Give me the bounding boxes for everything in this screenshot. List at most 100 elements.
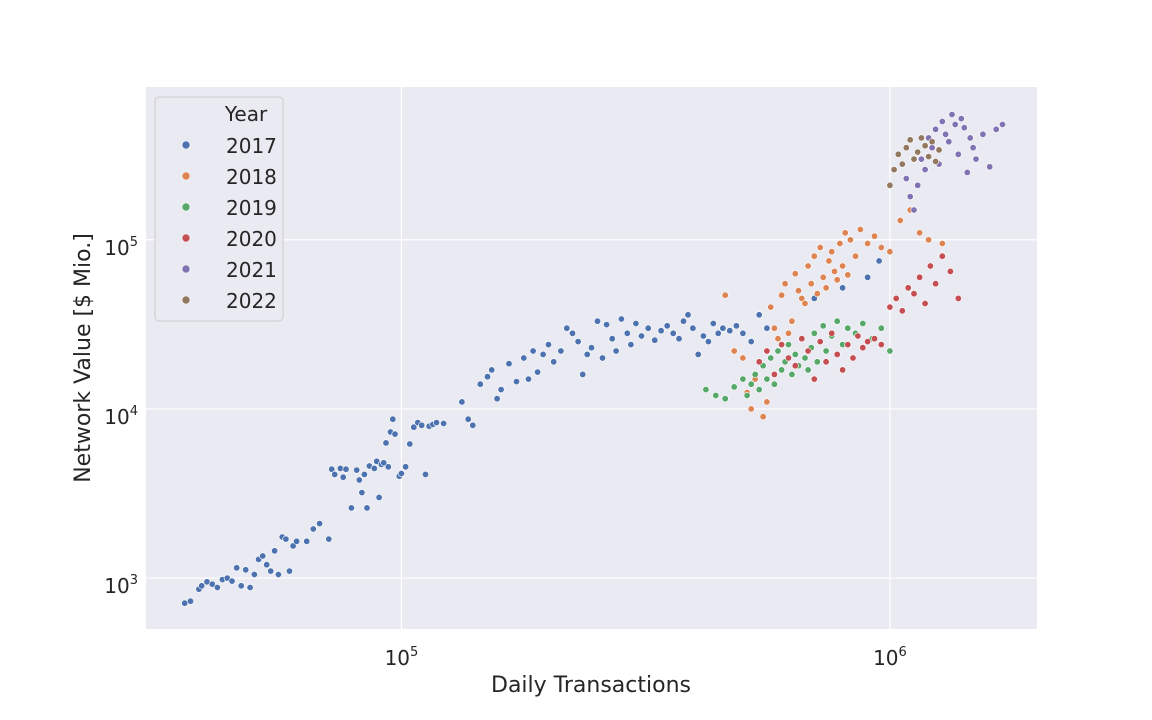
data-point	[627, 341, 635, 349]
legend-marker	[181, 202, 191, 212]
legend-marker	[181, 171, 191, 181]
legend-label: 2022	[226, 289, 277, 313]
data-point	[926, 262, 934, 270]
data-point	[957, 115, 965, 123]
data-point	[774, 335, 782, 343]
series-2020	[755, 252, 962, 383]
data-point	[763, 375, 771, 383]
data-point	[914, 181, 922, 189]
data-point	[739, 354, 747, 362]
data-point	[951, 121, 959, 129]
data-point	[778, 291, 786, 299]
data-point	[778, 366, 786, 374]
data-point	[822, 284, 830, 292]
data-point	[946, 267, 954, 275]
data-point	[675, 335, 683, 343]
data-points	[181, 111, 1006, 607]
data-point	[342, 465, 350, 473]
data-point	[267, 567, 275, 575]
data-point	[886, 303, 894, 311]
data-point	[497, 386, 505, 394]
data-point	[917, 134, 925, 142]
data-point	[520, 354, 528, 362]
data-point	[839, 284, 847, 292]
data-point	[274, 570, 282, 578]
data-point	[464, 415, 472, 423]
data-point	[807, 280, 815, 288]
data-point	[747, 380, 755, 388]
legend-label: 2020	[226, 227, 277, 251]
data-point	[801, 299, 809, 307]
data-point	[704, 338, 712, 346]
data-point	[370, 464, 378, 472]
legend-marker	[181, 295, 191, 305]
legend-marker	[181, 140, 191, 150]
data-point	[813, 290, 821, 298]
data-point	[898, 160, 906, 168]
data-point	[854, 332, 862, 340]
data-point	[938, 240, 946, 248]
data-point	[770, 380, 778, 388]
data-point	[644, 324, 652, 332]
data-point	[505, 360, 513, 368]
data-point	[828, 329, 836, 337]
data-point	[910, 290, 918, 298]
data-point	[788, 370, 796, 378]
data-point	[237, 582, 245, 590]
data-point	[316, 520, 324, 528]
data-point	[293, 537, 301, 545]
data-point	[902, 144, 910, 152]
data-point	[539, 350, 547, 358]
data-point	[784, 354, 792, 362]
legend-title: Year	[224, 102, 268, 126]
data-point	[325, 535, 333, 543]
data-point	[694, 350, 702, 358]
data-point	[418, 421, 426, 429]
legend-label: 2018	[226, 165, 277, 189]
data-point	[375, 493, 383, 501]
data-point	[836, 240, 844, 248]
data-point	[886, 347, 894, 355]
data-point	[816, 244, 824, 252]
data-point	[488, 366, 496, 374]
data-point	[712, 391, 720, 399]
data-point	[925, 236, 933, 244]
data-point	[810, 252, 818, 260]
data-point	[187, 597, 195, 605]
data-point	[339, 473, 347, 481]
data-point	[719, 324, 727, 332]
data-point	[246, 583, 254, 591]
data-point	[917, 155, 925, 163]
data-point	[524, 375, 532, 383]
data-point	[992, 125, 1000, 133]
data-point	[877, 324, 885, 332]
data-point	[544, 341, 552, 349]
data-point	[910, 155, 918, 163]
data-point	[331, 470, 339, 478]
x-axis-label: Daily Transactions	[491, 673, 691, 698]
data-point	[841, 229, 849, 237]
data-point	[844, 324, 852, 332]
data-point	[822, 358, 830, 366]
data-point	[208, 580, 216, 588]
data-point	[263, 561, 271, 569]
data-point	[714, 329, 722, 337]
data-point	[289, 542, 297, 550]
data-point	[877, 244, 885, 252]
data-point	[813, 358, 821, 366]
data-point	[916, 229, 924, 237]
data-point	[886, 248, 894, 256]
data-point	[767, 354, 775, 362]
data-point	[828, 248, 836, 256]
data-point	[788, 317, 796, 325]
data-point	[469, 421, 477, 429]
data-point	[851, 252, 859, 260]
data-point	[859, 319, 867, 327]
data-point	[928, 138, 936, 146]
data-point	[770, 324, 778, 332]
data-point	[397, 469, 405, 477]
data-point	[587, 344, 595, 352]
data-point	[875, 257, 883, 265]
data-point	[389, 415, 397, 423]
data-point	[309, 525, 317, 533]
